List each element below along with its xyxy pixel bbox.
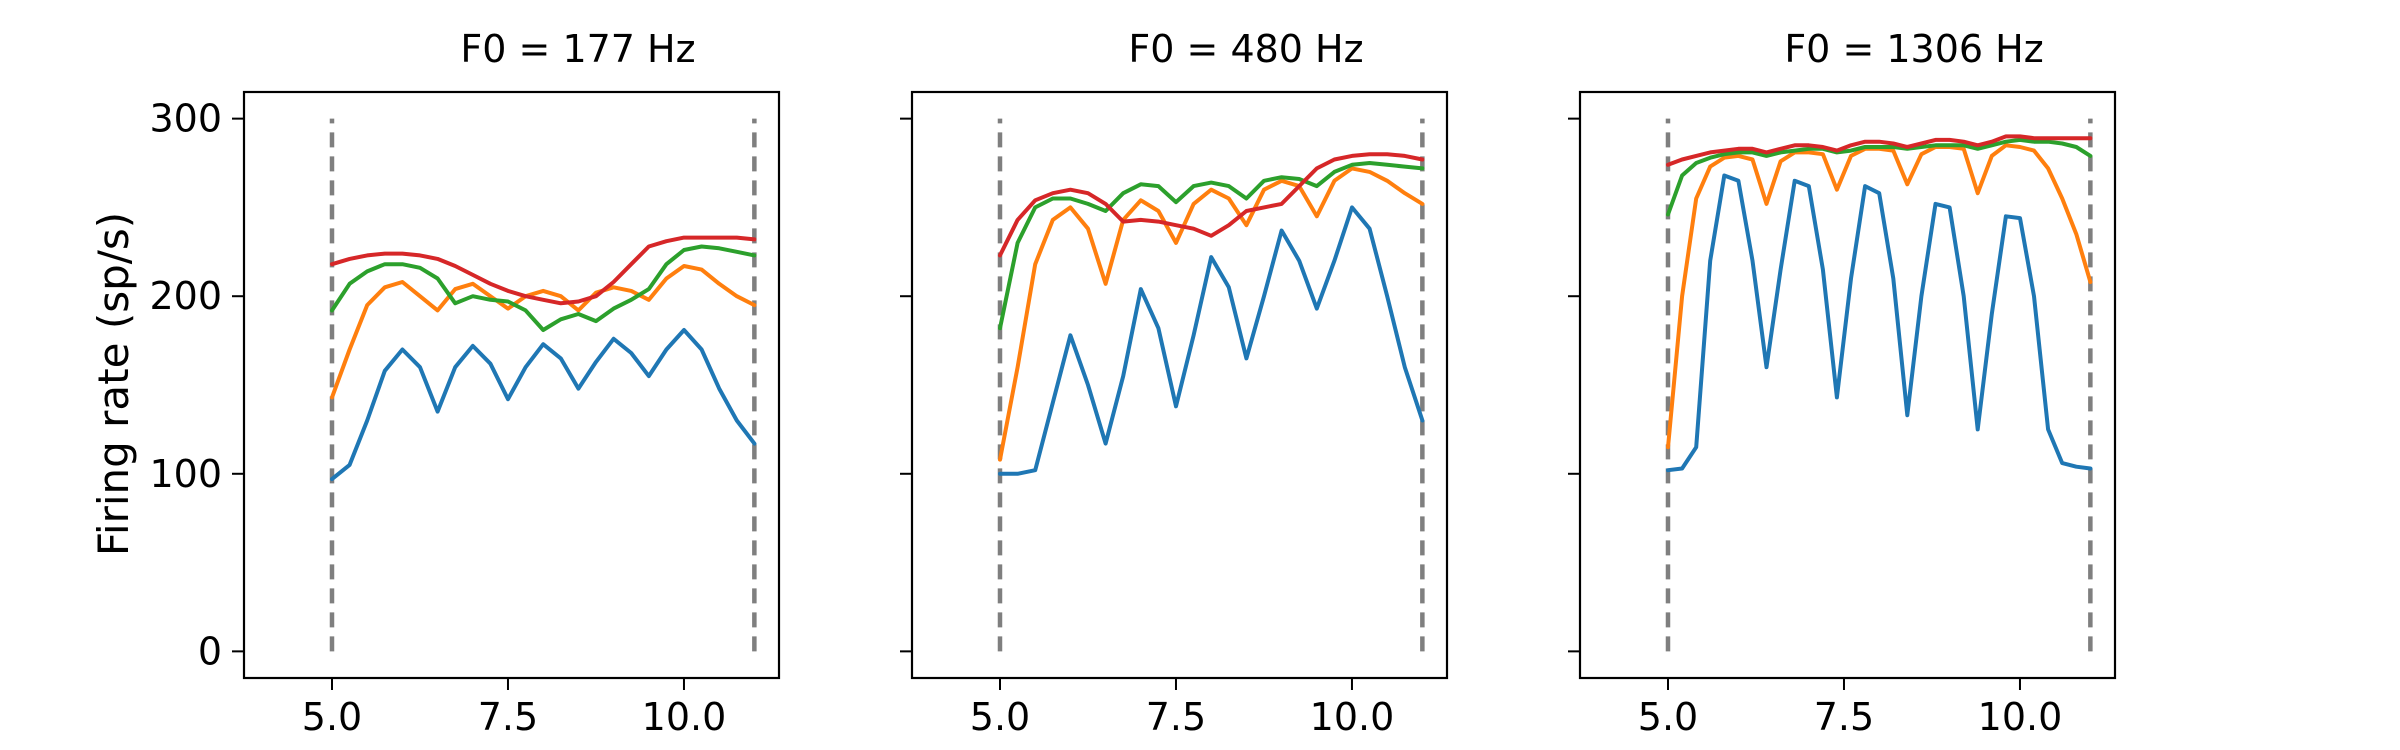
axes-frame: [1578, 90, 2117, 680]
x-tick-label: 7.5: [1814, 695, 1874, 739]
x-tick-label: 7.5: [1146, 695, 1206, 739]
series-line-4: [1666, 134, 2093, 167]
panel-title: F0 = 1306 Hz: [1784, 27, 2043, 71]
y-tick-label: 300: [149, 97, 222, 141]
series-line-1: [1666, 173, 2093, 473]
axes-frame: [242, 90, 781, 680]
series-line-2: [330, 264, 757, 400]
series-line-1: [998, 205, 1425, 476]
panel-title: F0 = 177 Hz: [460, 27, 695, 71]
x-tick-label: 10.0: [642, 695, 727, 739]
series-line-4: [998, 152, 1425, 258]
series-line-3: [1666, 137, 2093, 217]
series-line-2: [998, 166, 1425, 462]
panel-1: F0 = 177 Hz 5.0 7.5 10.0 0 100 200 300: [149, 27, 781, 739]
y-axis-label: Firing rate (sp/s): [89, 212, 138, 556]
series-line-1: [330, 328, 757, 482]
plot-area: 5.0 7.5 10.0 0 100 200 300: [149, 90, 781, 739]
series-line-3: [998, 161, 1425, 331]
series-line-2: [1666, 143, 2093, 450]
x-tick-label: 10.0: [1978, 695, 2063, 739]
panel-3: F0 = 1306 Hz 5.0 7.5 10.0: [1568, 27, 2117, 739]
x-tick-label: 10.0: [1310, 695, 1395, 739]
y-tick-label: 200: [149, 274, 222, 318]
y-tick-label: 100: [149, 452, 222, 496]
x-tick-label: 5.0: [302, 695, 362, 739]
series-line-4: [330, 235, 757, 306]
axes-frame: [910, 90, 1449, 680]
panel-title: F0 = 480 Hz: [1128, 27, 1363, 71]
series-line-3: [330, 244, 757, 332]
panel-2: F0 = 480 Hz 5.0 7.5 10.0: [900, 27, 1449, 739]
x-tick-label: 5.0: [970, 695, 1030, 739]
plot-area: 5.0 7.5 10.0: [900, 90, 1449, 739]
x-tick-label: 7.5: [478, 695, 538, 739]
y-tick-label: 0: [198, 629, 222, 673]
x-tick-label: 5.0: [1638, 695, 1698, 739]
plot-area: 5.0 7.5 10.0: [1568, 90, 2117, 739]
